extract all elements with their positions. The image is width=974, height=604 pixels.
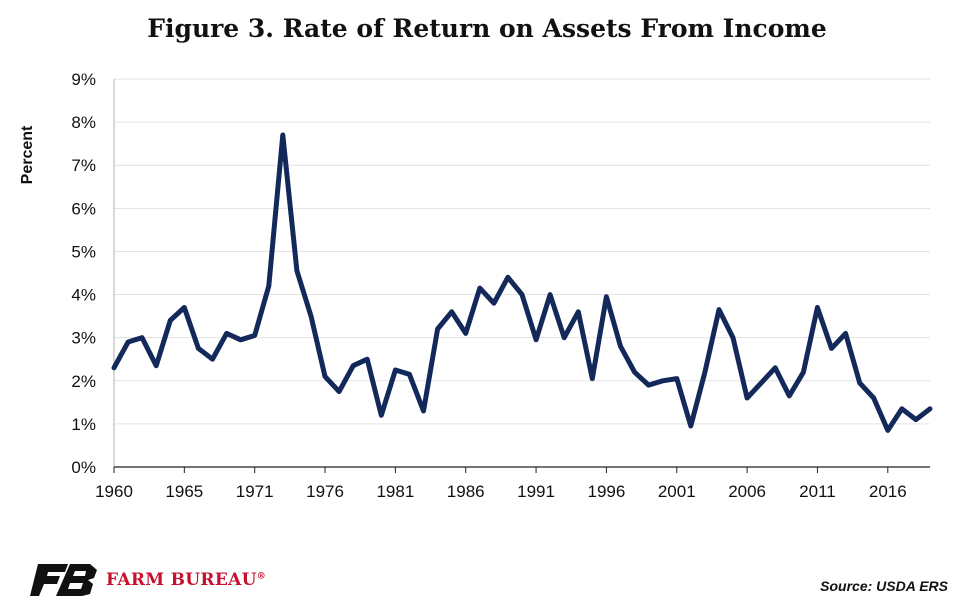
data-point (815, 305, 819, 309)
x-tick-label: 1991 (517, 482, 555, 501)
data-point (844, 331, 848, 335)
data-point (759, 381, 763, 385)
series-line (111, 132, 933, 433)
y-tick-label: 0% (71, 458, 96, 477)
x-tick-label: 2001 (658, 482, 696, 501)
data-point (492, 301, 496, 305)
data-point (661, 379, 665, 383)
x-tick-label: 1960 (95, 482, 133, 501)
data-point (773, 366, 777, 370)
data-point (520, 293, 524, 297)
data-point (450, 310, 454, 314)
data-point (506, 275, 510, 279)
data-point (196, 346, 200, 350)
fb-logo-icon (30, 564, 97, 596)
data-point (154, 364, 158, 368)
data-point (295, 269, 299, 273)
data-point (407, 372, 411, 376)
data-point (126, 340, 130, 344)
data-point (534, 338, 538, 342)
data-point (253, 334, 257, 338)
data-point (562, 336, 566, 340)
x-tick-label: 1981 (376, 482, 414, 501)
y-tick-labels: 0% 1% 2% 3% 4% 5% 6% 7% 8% 9% (71, 70, 96, 477)
data-point (914, 418, 918, 422)
data-point (787, 394, 791, 398)
data-point (168, 318, 172, 322)
data-point (675, 377, 679, 381)
data-point (337, 390, 341, 394)
data-point (633, 370, 637, 374)
y-tick-label: 7% (71, 156, 96, 175)
x-tick-labels: 1960 1965 1971 1976 1981 1986 1991 1996 2001 2006… (95, 482, 907, 501)
data-point (900, 407, 904, 411)
x-tick-label: 2006 (728, 482, 766, 501)
data-point (436, 327, 440, 331)
data-point (239, 338, 243, 342)
x-tick-label: 1996 (587, 482, 625, 501)
y-tick-label: 5% (71, 242, 96, 261)
data-point (801, 370, 805, 374)
x-tick-label: 1971 (236, 482, 274, 501)
data-point (478, 286, 482, 290)
data-point (886, 428, 890, 432)
y-tick-label: 1% (71, 415, 96, 434)
data-point (379, 413, 383, 417)
data-point (830, 346, 834, 350)
y-tick-label: 8% (71, 113, 96, 132)
x-tick-label: 1986 (447, 482, 485, 501)
x-tick-label: 2016 (869, 482, 907, 501)
data-point (745, 396, 749, 400)
farm-bureau-logo: FARM BUREAU® (30, 560, 266, 600)
data-point (323, 374, 327, 378)
y-tick-label: 6% (71, 199, 96, 218)
source-note: Source: USDA ERS (820, 578, 948, 594)
data-point (604, 295, 608, 299)
y-tick-label: 2% (71, 372, 96, 391)
data-point (112, 366, 116, 370)
data-point (351, 364, 355, 368)
data-point (689, 424, 693, 428)
data-point (618, 344, 622, 348)
data-point (365, 357, 369, 361)
data-point (182, 305, 186, 309)
brand-name: FARM BUREAU® (106, 570, 267, 590)
x-tick-label: 1965 (165, 482, 203, 501)
y-tick-label: 4% (71, 286, 96, 305)
data-point (225, 331, 229, 335)
data-point (464, 331, 468, 335)
series-group (111, 132, 933, 433)
x-tick-label: 1976 (306, 482, 344, 501)
data-point (393, 368, 397, 372)
data-point (858, 381, 862, 385)
data-point (140, 336, 144, 340)
axes (113, 79, 930, 473)
data-point (309, 314, 313, 318)
data-point (267, 284, 271, 288)
y-axis-label: Percent (19, 125, 36, 184)
data-point (422, 409, 426, 413)
y-tick-label: 9% (71, 70, 96, 89)
data-point (281, 133, 285, 137)
data-point (872, 396, 876, 400)
data-point (717, 308, 721, 312)
data-point (590, 377, 594, 381)
chart-title: Figure 3. Rate of Return on Assets From … (147, 14, 827, 43)
data-point (576, 310, 580, 314)
data-point (647, 383, 651, 387)
y-tick-label: 3% (71, 329, 96, 348)
data-point (928, 407, 932, 411)
gridlines (114, 78, 930, 425)
x-tick-label: 2011 (799, 482, 836, 501)
data-point (731, 336, 735, 340)
data-point (548, 293, 552, 297)
data-point (210, 357, 214, 361)
data-point (703, 370, 707, 374)
